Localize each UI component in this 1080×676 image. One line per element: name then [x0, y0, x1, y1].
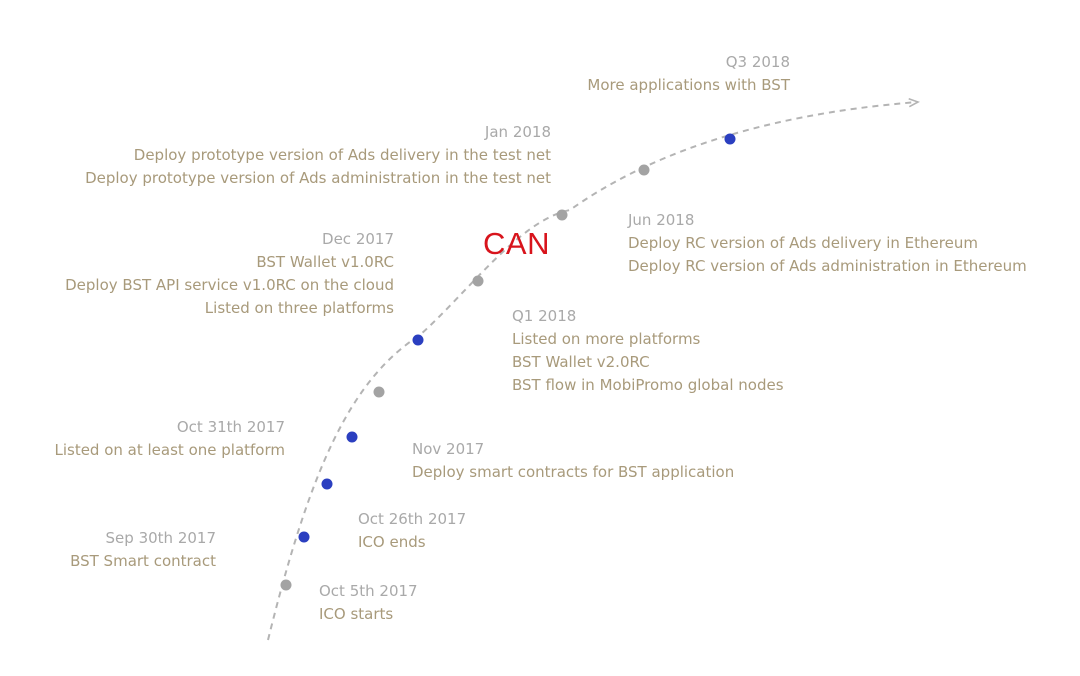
timeline-dot [321, 478, 333, 490]
milestone-text: Deploy prototype version of Ads delivery… [133, 146, 551, 164]
timeline-curve [267, 97, 920, 641]
milestone-text: Deploy RC version of Ads administration … [628, 257, 1027, 275]
milestone-text: ICO starts [319, 605, 394, 623]
milestone-jan-2018: Jan 2018 Deploy prototype version of Ads… [85, 121, 551, 190]
timeline-markers [280, 133, 736, 591]
milestone-jun-2018: Jun 2018 Deploy RC version of Ads delive… [628, 209, 1027, 278]
can-label: CAN [483, 226, 550, 261]
milestone-text: Listed on more platforms [512, 330, 701, 348]
milestone-text: More applications with BST [587, 76, 790, 94]
milestone-text: BST Wallet v2.0RC [512, 353, 650, 371]
milestone-text: Deploy RC version of Ads delivery in Eth… [628, 234, 978, 252]
timeline-dot [724, 133, 736, 145]
milestone-text: ICO ends [358, 533, 426, 551]
timeline-dot [472, 275, 484, 287]
milestone-oct-31-2017: Oct 31th 2017 Listed on at least one pla… [54, 416, 285, 462]
timeline-dot [280, 579, 292, 591]
milestone-oct-26-2017: Oct 26th 2017 ICO ends [358, 508, 466, 554]
milestone-date: Nov 2017 [412, 440, 485, 458]
milestone-q1-2018: Q1 2018 Listed on more platforms BST Wal… [512, 305, 784, 397]
milestone-text: BST flow in MobiPromo global nodes [512, 376, 784, 394]
milestone-date: Q1 2018 [512, 307, 577, 325]
milestone-text: BST Smart contract [70, 552, 216, 570]
timeline-dot [412, 334, 424, 346]
timeline-dot [346, 431, 358, 443]
milestone-text: Listed on three platforms [204, 299, 394, 317]
milestone-date: Jun 2018 [628, 211, 695, 229]
milestone-date: Jan 2018 [484, 123, 551, 141]
milestone-sep-30-2017: Sep 30th 2017 BST Smart contract [70, 527, 216, 573]
milestone-date: Oct 31th 2017 [176, 418, 285, 436]
milestone-oct-5-2017: Oct 5th 2017 ICO starts [319, 580, 418, 626]
milestone-dec-2017: Dec 2017 BST Wallet v1.0RC Deploy BST AP… [65, 228, 394, 320]
milestone-text: Deploy prototype version of Ads administ… [85, 169, 551, 187]
timeline-dot [556, 209, 568, 221]
timeline-dot [373, 386, 385, 398]
timeline-dot [638, 164, 650, 176]
milestone-date: Sep 30th 2017 [105, 529, 216, 547]
milestone-date: Oct 5th 2017 [319, 582, 418, 600]
milestone-text: Deploy BST API service v1.0RC on the clo… [65, 276, 394, 294]
milestone-q3-2018: Q3 2018 More applications with BST [587, 51, 790, 97]
milestone-date: Q3 2018 [725, 53, 790, 71]
milestone-date: Oct 26th 2017 [358, 510, 467, 528]
milestone-date: Dec 2017 [322, 230, 394, 248]
milestone-text: BST Wallet v1.0RC [256, 253, 394, 271]
milestone-text: Deploy smart contracts for BST applicati… [412, 463, 735, 481]
timeline-dot [298, 531, 310, 543]
milestone-text: Listed on at least one platform [54, 441, 285, 459]
milestone-nov-2017: Nov 2017 Deploy smart contracts for BST … [412, 438, 734, 484]
